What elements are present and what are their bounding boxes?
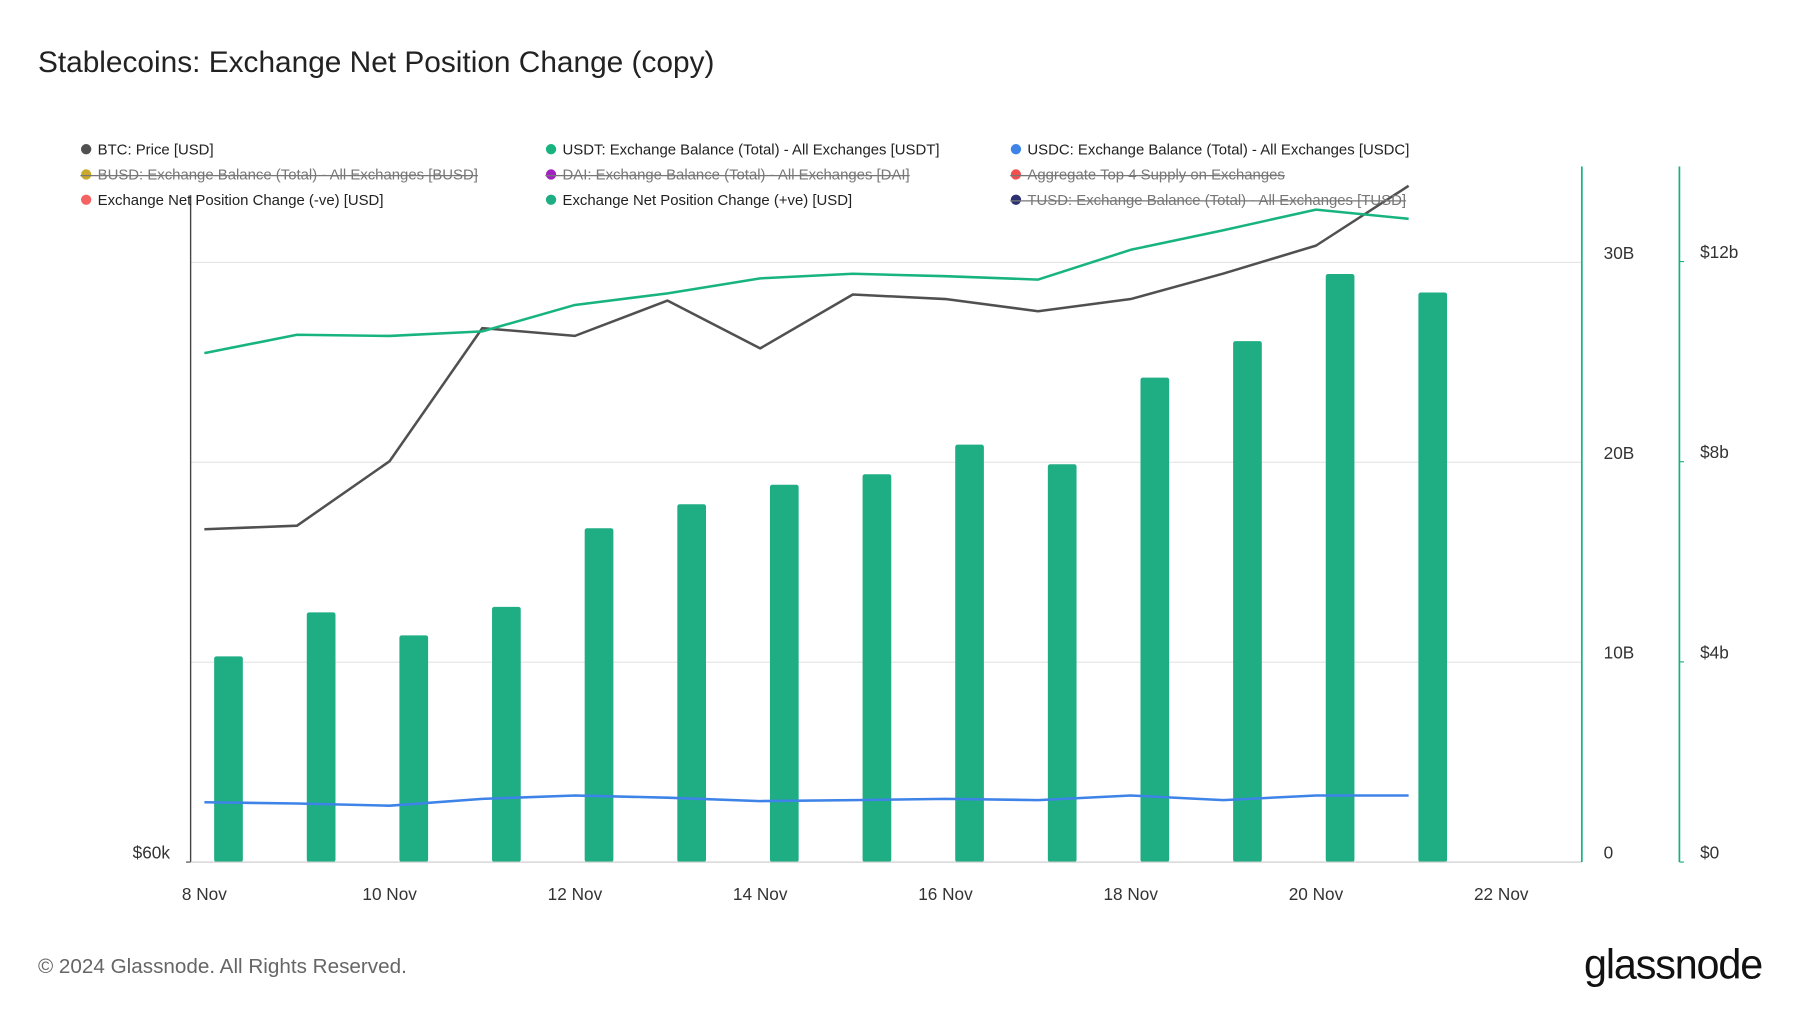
y2-tick-label: 0 — [1604, 843, 1614, 863]
legend-swatch — [1010, 144, 1022, 155]
legend-label: USDC: Exchange Balance (Total) - All Exc… — [1027, 141, 1409, 158]
x-tick-label: 20 Nov — [1289, 884, 1344, 904]
legend-swatch — [80, 194, 92, 205]
y2-tick-label: 10B — [1604, 643, 1635, 663]
x-tick-label: 8 Nov — [182, 884, 227, 904]
x-tick-label: 18 Nov — [1103, 884, 1158, 904]
bar — [492, 606, 521, 863]
line — [204, 794, 1409, 807]
legend-swatch — [545, 194, 557, 205]
footer: © 2024 Glassnode. All Rights Reserved. — [38, 955, 407, 978]
plot — [204, 184, 1448, 863]
bar — [306, 612, 336, 863]
y2-tick-label: 20B — [1604, 443, 1635, 463]
bar — [214, 656, 243, 863]
line — [204, 208, 1409, 355]
x-tick-label: 14 Nov — [733, 884, 788, 904]
bar — [1418, 292, 1448, 863]
legend-label: Exchange Net Position Change (-ve) [USD] — [98, 192, 384, 209]
legend-label: USDT: Exchange Balance (Total) - All Exc… — [563, 141, 940, 158]
bar — [1047, 464, 1077, 863]
y-tick-label: $60k — [133, 843, 171, 863]
line — [204, 184, 1410, 531]
x-tick-label: 12 Nov — [548, 884, 603, 904]
legend-swatch — [545, 144, 557, 155]
bar — [584, 528, 614, 863]
legend-swatch — [80, 144, 92, 155]
x-tick-label: 16 Nov — [918, 884, 973, 904]
legend-swatch — [1010, 194, 1022, 205]
y3-tick-label: $0 — [1700, 843, 1719, 863]
legend-label: Exchange Net Position Change (+ve) [USD] — [563, 192, 853, 209]
bar — [399, 635, 429, 863]
legend: BTC: Price [USD] USDT: Exchange Balance (… — [80, 141, 1409, 209]
logo: glassnode — [1584, 942, 1762, 988]
legend-label: BTC: Price [USD] — [98, 141, 214, 158]
bar — [862, 474, 892, 863]
bar — [955, 444, 984, 863]
bar — [677, 504, 707, 863]
y3-tick-label: $8b — [1700, 442, 1729, 462]
bar — [1233, 341, 1262, 863]
y2-tick-label: 30B — [1604, 243, 1635, 263]
x-tick-label: 10 Nov — [362, 884, 417, 904]
chart-title: Stablecoins: Exchange Net Position Chang… — [38, 46, 715, 79]
y3-tick-label: $4b — [1700, 642, 1729, 662]
bar — [1140, 377, 1170, 863]
bar — [769, 484, 799, 863]
x-tick-label: 22 Nov — [1474, 884, 1529, 904]
legend-swatch — [1010, 169, 1022, 180]
legend-swatch — [80, 169, 92, 180]
bar — [1325, 274, 1355, 863]
y3-tick-label: $12b — [1700, 242, 1738, 262]
legend-swatch — [545, 169, 557, 180]
